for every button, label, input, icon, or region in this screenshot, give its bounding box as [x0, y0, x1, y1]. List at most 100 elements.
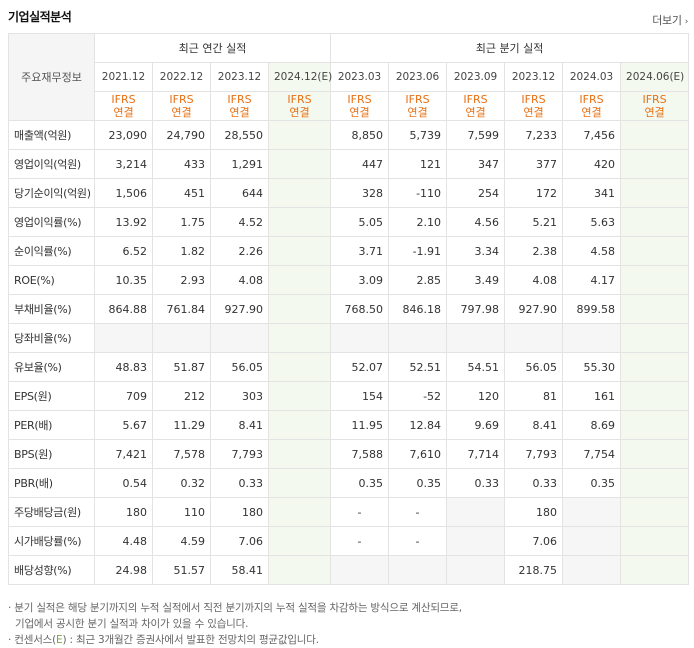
table-cell: 161 — [562, 381, 622, 411]
table-cell — [267, 178, 332, 208]
ifrs-label: IFRS 연결 — [210, 91, 269, 121]
table-cell: 5,739 — [388, 120, 448, 150]
table-cell — [620, 497, 690, 527]
table-cell: 23,090 — [94, 120, 153, 150]
table-cell: 0.54 — [94, 468, 153, 498]
table-cell — [267, 207, 332, 237]
table-cell — [620, 149, 690, 179]
table-cell — [267, 381, 332, 411]
table-cell — [267, 555, 332, 585]
table-cell: 172 — [504, 178, 564, 208]
ifrs-top: IFRS — [463, 93, 488, 106]
section-title: 기업실적분석 — [8, 10, 72, 24]
footnote-2-e: E — [56, 634, 63, 646]
footnote-1-cont: 기업에서 공시한 분기 실적과 차이가 있을 수 있습니다. — [15, 618, 249, 630]
ifrs-label: IFRS 연결 — [330, 91, 390, 121]
table-cell: 51.57 — [152, 555, 211, 585]
table-cell — [620, 468, 690, 498]
table-cell — [504, 323, 564, 353]
ifrs-top: IFRS — [579, 93, 604, 106]
table-cell: 328 — [330, 178, 390, 208]
table-cell: 451 — [152, 178, 211, 208]
row-label: 유보율(%) — [8, 352, 95, 382]
table-row: 영업이익률(%) 13.92 1.75 4.52 5.05 2.10 4.56 5.21 5.6… — [8, 207, 690, 237]
table-row: PBR(배) 0.54 0.32 0.33 0.35 0.35 0.33 0.33 0.35 — [8, 468, 690, 498]
table-cell — [267, 439, 332, 469]
ifrs-label: IFRS 연결 — [388, 91, 448, 121]
row-label: ROE(%) — [8, 265, 95, 295]
table-cell: 7.06 — [504, 526, 564, 556]
table-cell — [267, 526, 332, 556]
table-cell — [267, 497, 332, 527]
table-cell — [330, 555, 390, 585]
table-row: BPS(원) 7,421 7,578 7,793 7,588 7,610 7,714 7,79… — [8, 439, 690, 469]
table-cell: - — [388, 497, 448, 527]
table-row: 매출액(억원) 23,090 24,790 28,550 8,850 5,739 7,599… — [8, 120, 690, 150]
footnote-1-text: 분기 실적은 해당 분기까지의 누적 실적에서 직전 분기까지의 누적 실적을 … — [14, 602, 462, 614]
table-cell: 5.63 — [562, 207, 622, 237]
table-cell — [267, 410, 332, 440]
table-cell: 2.10 — [388, 207, 448, 237]
period-header: 2024.12(E) — [267, 62, 332, 92]
table-cell: 0.35 — [388, 468, 448, 498]
row-header: 주요재무정보 — [8, 33, 95, 121]
table-cell: 28,550 — [210, 120, 269, 150]
more-link[interactable]: 더보기 › — [652, 12, 688, 28]
table-row: 주당배당금(원) 180 110 180- -180 — [8, 497, 690, 527]
ifrs-label: IFRS 연결 — [446, 91, 506, 121]
table-cell: 0.32 — [152, 468, 211, 498]
table-cell: 347 — [446, 149, 506, 179]
table-row: ROE(%) 10.35 2.93 4.08 3.09 2.85 3.49 4.08 4.17 — [8, 265, 690, 295]
table-cell: 4.17 — [562, 265, 622, 295]
ifrs-bottom: 연결 — [581, 106, 602, 119]
table-cell: -52 — [388, 381, 448, 411]
quarter-group-header: 최근 분기 실적 — [330, 33, 690, 63]
table-cell — [620, 178, 690, 208]
table-cell: 899.58 — [562, 294, 622, 324]
more-label[interactable]: 더보기 — [652, 14, 682, 27]
table-cell: 4.56 — [446, 207, 506, 237]
row-label: 배당성향(%) — [8, 555, 95, 585]
table-cell: 927.90 — [210, 294, 269, 324]
ifrs-label: IFRS 연결 — [562, 91, 622, 121]
table-cell: 7,714 — [446, 439, 506, 469]
section-header: 기업실적분석 더보기 › — [8, 8, 688, 30]
table-cell: 7,599 — [446, 120, 506, 150]
table-cell: 0.35 — [330, 468, 390, 498]
table-cell: 9.69 — [446, 410, 506, 440]
table-cell: 51.87 — [152, 352, 211, 382]
table-cell — [446, 526, 506, 556]
period-header: 2023.06 — [388, 62, 448, 92]
table-cell — [210, 323, 269, 353]
table-cell — [94, 323, 153, 353]
ifrs-top: IFRS — [169, 93, 194, 106]
table-cell: 110 — [152, 497, 211, 527]
table-cell — [446, 555, 506, 585]
table-cell: 4.59 — [152, 526, 211, 556]
table-cell — [620, 207, 690, 237]
table-cell: 120 — [446, 381, 506, 411]
table-cell — [267, 294, 332, 324]
table-cell: 3.09 — [330, 265, 390, 295]
ifrs-label: IFRS 연결 — [94, 91, 153, 121]
table-cell: 7,793 — [210, 439, 269, 469]
table-cell: 377 — [504, 149, 564, 179]
period-header: 2024.03 — [562, 62, 622, 92]
table-cell: 218.75 — [504, 555, 564, 585]
table-cell: 0.33 — [210, 468, 269, 498]
table-cell: 11.95 — [330, 410, 390, 440]
table-cell: 2.26 — [210, 236, 269, 266]
row-label: BPS(원) — [8, 439, 95, 469]
table-cell — [620, 352, 690, 382]
table-cell: 7.06 — [210, 526, 269, 556]
table-cell: 7,610 — [388, 439, 448, 469]
footnote-2: · 컨센서스(E) : 최근 3개월간 증권사에서 발표한 전망치의 평균값입니… — [8, 634, 319, 646]
table-cell: 4.48 — [94, 526, 153, 556]
ifrs-bottom: 연결 — [349, 106, 370, 119]
table-cell: 864.88 — [94, 294, 153, 324]
table-row: 영업이익(억원) 3,214 433 1,291 447 121 347 377 420 — [8, 149, 690, 179]
table-cell: 54.51 — [446, 352, 506, 382]
table-cell: 254 — [446, 178, 506, 208]
row-label: 당좌비율(%) — [8, 323, 95, 353]
table-cell: 768.50 — [330, 294, 390, 324]
